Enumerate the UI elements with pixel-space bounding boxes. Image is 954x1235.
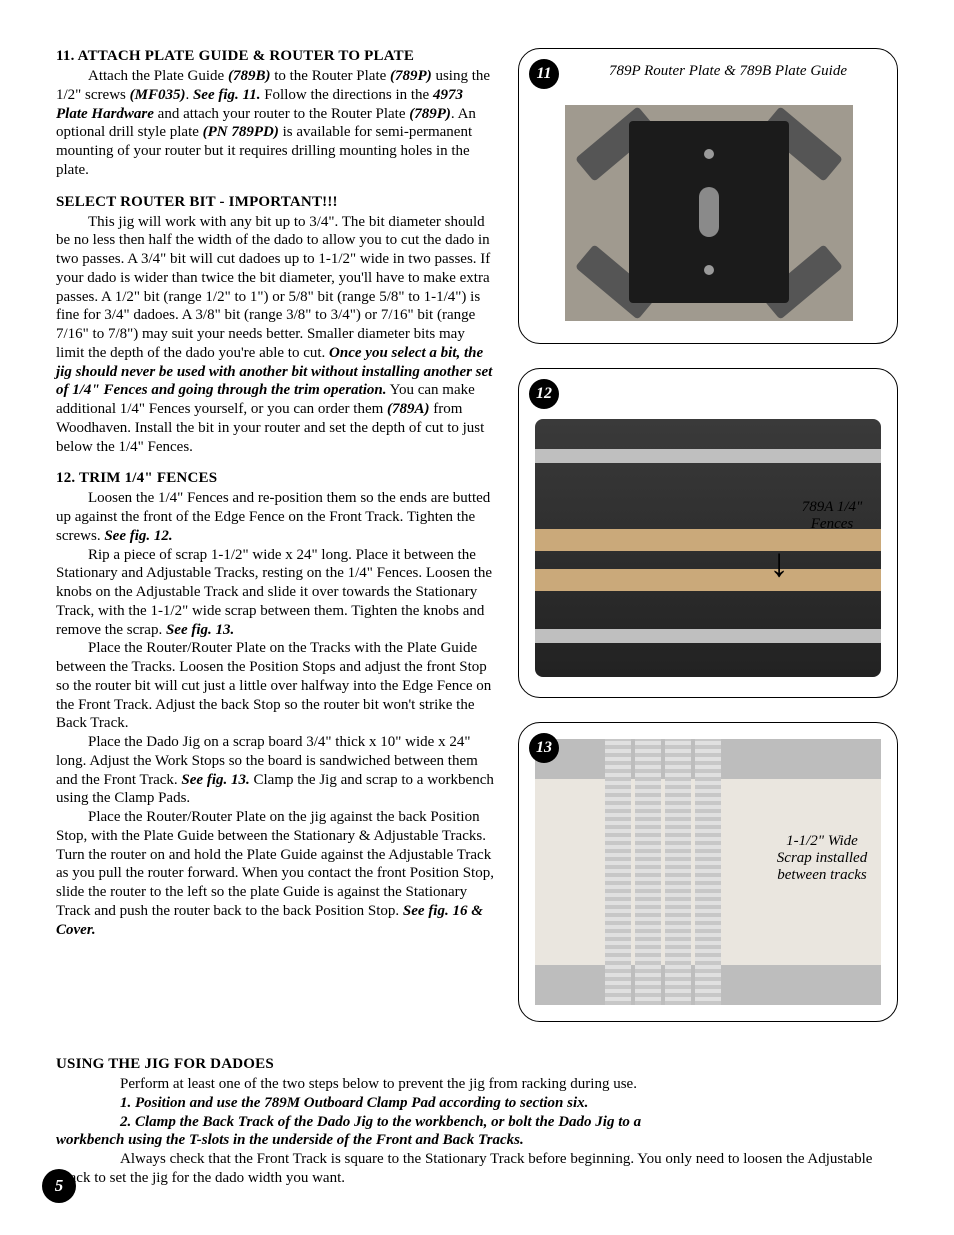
- text: workbench using the T-slots in the under…: [56, 1132, 524, 1148]
- text: .: [185, 87, 193, 103]
- section-12-p3: Place the Router/Router Plate on the Tra…: [56, 639, 494, 733]
- figure-12-image: ↓: [535, 419, 881, 677]
- using-jig-heading: USING THE JIG FOR DADOES: [56, 1056, 898, 1073]
- text: and attach your router to the Router Pla…: [154, 106, 409, 122]
- text: Rip a piece of scrap 1-1/2" wide x 24" l…: [56, 547, 492, 638]
- part-ref: (MF035): [130, 87, 186, 103]
- text: 2. Clamp the Back Track of the Dado Jig …: [120, 1114, 641, 1130]
- section-11-heading: 11. ATTACH PLATE GUIDE & ROUTER TO PLATE: [56, 48, 494, 65]
- using-step-2a: 2. Clamp the Back Track of the Dado Jig …: [56, 1113, 898, 1132]
- text: to the Router Plate: [270, 68, 390, 84]
- using-step-1: 1. Position and use the 789M Outboard Cl…: [56, 1094, 898, 1113]
- fig-ref: See fig. 13.: [181, 772, 249, 788]
- text: Follow the directions in the: [260, 87, 432, 103]
- select-bit-paragraph: This jig will work with any bit up to 3/…: [56, 213, 494, 457]
- section-12-heading: 12. TRIM 1/4" FENCES: [56, 470, 494, 487]
- text: Perform at least one of the two steps be…: [120, 1076, 637, 1092]
- text: Attach the Plate Guide: [88, 68, 228, 84]
- figure-12: 12 ↓ 789A 1/4" Fences: [518, 368, 898, 698]
- page: 11. ATTACH PLATE GUIDE & ROUTER TO PLATE…: [0, 0, 954, 1235]
- figure-number-badge: 12: [529, 379, 559, 409]
- figure-number-badge: 11: [529, 59, 559, 89]
- using-line-5: Always check that the Front Track is squ…: [56, 1150, 898, 1188]
- part-ref: (789A): [387, 401, 430, 417]
- figure-11: 11 789P Router Plate & 789B Plate Guide: [518, 48, 898, 344]
- figure-number-badge: 13: [529, 733, 559, 763]
- text: This jig will work with any bit up to 3/…: [56, 214, 490, 361]
- section-12-p4: Place the Dado Jig on a scrap board 3/4"…: [56, 733, 494, 808]
- figure-11-caption: 789P Router Plate & 789B Plate Guide: [579, 63, 877, 80]
- using-jig-section: USING THE JIG FOR DADOES Perform at leas…: [56, 1056, 898, 1188]
- part-ref: (789B): [228, 68, 271, 84]
- using-step-2b: workbench using the T-slots in the under…: [56, 1131, 898, 1150]
- figure-12-caption: 789A 1/4" Fences: [789, 499, 875, 533]
- two-column-layout: 11. ATTACH PLATE GUIDE & ROUTER TO PLATE…: [56, 48, 898, 1046]
- page-number-badge: 5: [42, 1169, 76, 1203]
- fig-ref: See fig. 12.: [104, 528, 172, 544]
- right-column: 11 789P Router Plate & 789B Plate Guide: [518, 48, 898, 1046]
- section-12-p2: Rip a piece of scrap 1-1/2" wide x 24" l…: [56, 546, 494, 640]
- text: Place the Router/Router Plate on the Tra…: [56, 640, 491, 731]
- using-line-1: Perform at least one of the two steps be…: [56, 1075, 898, 1094]
- figure-13-caption: 1-1/2" Wide Scrap installed between trac…: [767, 833, 877, 884]
- text: 1. Position and use the 789M Outboard Cl…: [120, 1095, 588, 1111]
- figure-13: 13 1-1/2" Wide Scrap installed between t…: [518, 722, 898, 1022]
- part-ref: (789P): [409, 106, 451, 122]
- part-ref: (789P): [390, 68, 432, 84]
- fig-ref: See fig. 13.: [166, 622, 234, 638]
- text: Always check that the Front Track is squ…: [56, 1151, 872, 1186]
- figure-11-image: [565, 105, 853, 321]
- section-12-p1: Loosen the 1/4" Fences and re-position t…: [56, 489, 494, 545]
- section-12-p5: Place the Router/Router Plate on the jig…: [56, 808, 494, 939]
- part-ref: (PN 789PD): [203, 124, 279, 140]
- select-bit-heading: SELECT ROUTER BIT - IMPORTANT!!!: [56, 194, 494, 211]
- fig-ref: See fig. 11.: [193, 87, 261, 103]
- section-11-paragraph: Attach the Plate Guide (789B) to the Rou…: [56, 67, 494, 180]
- left-column: 11. ATTACH PLATE GUIDE & ROUTER TO PLATE…: [56, 48, 494, 1046]
